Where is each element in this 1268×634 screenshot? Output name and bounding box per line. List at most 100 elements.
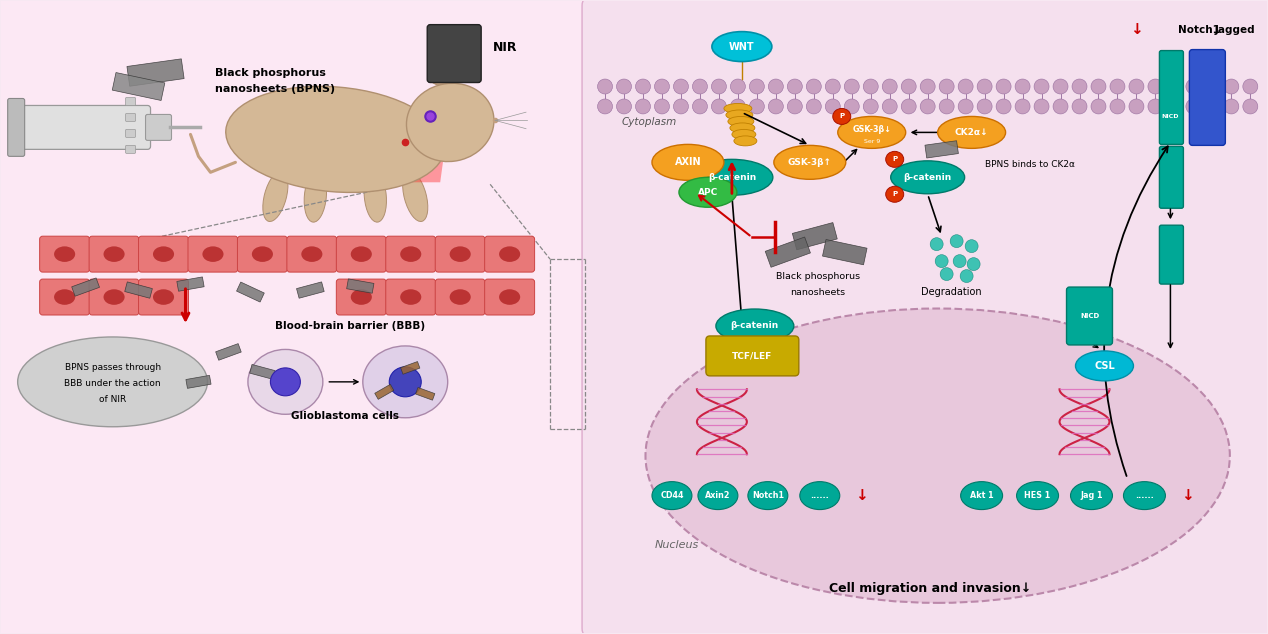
FancyBboxPatch shape	[1159, 51, 1183, 145]
Circle shape	[597, 79, 612, 94]
Ellipse shape	[429, 63, 456, 86]
FancyBboxPatch shape	[385, 236, 436, 272]
FancyBboxPatch shape	[336, 279, 387, 315]
Circle shape	[883, 79, 898, 94]
Text: WNT: WNT	[729, 42, 754, 51]
FancyBboxPatch shape	[126, 129, 136, 138]
Circle shape	[1129, 79, 1144, 94]
Text: GSK-3β↓: GSK-3β↓	[852, 125, 891, 134]
Polygon shape	[924, 141, 959, 158]
Circle shape	[1090, 79, 1106, 94]
Ellipse shape	[203, 247, 223, 262]
FancyBboxPatch shape	[23, 108, 96, 146]
Circle shape	[940, 99, 954, 114]
Circle shape	[940, 79, 954, 94]
FancyBboxPatch shape	[435, 279, 486, 315]
Circle shape	[950, 235, 964, 248]
Circle shape	[787, 99, 803, 114]
Text: BPNS passes through: BPNS passes through	[65, 363, 161, 372]
Circle shape	[616, 79, 631, 94]
Ellipse shape	[18, 337, 208, 427]
Polygon shape	[250, 365, 275, 379]
Circle shape	[844, 79, 860, 94]
Text: BPNS binds to CK2α: BPNS binds to CK2α	[985, 160, 1074, 169]
Circle shape	[673, 79, 689, 94]
Circle shape	[1186, 79, 1201, 94]
Text: CD44: CD44	[661, 491, 683, 500]
Polygon shape	[823, 240, 867, 265]
FancyBboxPatch shape	[1159, 225, 1183, 284]
Circle shape	[844, 99, 860, 114]
Circle shape	[1129, 99, 1144, 114]
Circle shape	[768, 99, 784, 114]
FancyBboxPatch shape	[126, 113, 136, 122]
Text: Akt 1: Akt 1	[970, 491, 993, 500]
Circle shape	[1090, 99, 1106, 114]
Circle shape	[959, 99, 973, 114]
Circle shape	[730, 79, 746, 94]
Ellipse shape	[838, 117, 905, 148]
FancyBboxPatch shape	[89, 279, 139, 315]
Text: APC: APC	[697, 188, 718, 197]
Text: P: P	[893, 191, 898, 197]
Text: ↓: ↓	[1181, 488, 1193, 503]
Text: TCF/LEF: TCF/LEF	[732, 351, 772, 360]
Ellipse shape	[304, 171, 327, 222]
Text: P: P	[893, 157, 898, 162]
Text: NICD: NICD	[1161, 114, 1179, 119]
Polygon shape	[237, 282, 264, 302]
FancyBboxPatch shape	[20, 105, 151, 150]
Ellipse shape	[226, 86, 445, 193]
Ellipse shape	[270, 368, 301, 396]
FancyBboxPatch shape	[484, 236, 535, 272]
Polygon shape	[346, 279, 374, 294]
Circle shape	[1224, 79, 1239, 94]
FancyBboxPatch shape	[146, 115, 171, 140]
FancyBboxPatch shape	[0, 0, 605, 634]
Ellipse shape	[262, 171, 288, 221]
Circle shape	[1224, 99, 1239, 114]
Ellipse shape	[645, 309, 1230, 603]
Ellipse shape	[389, 367, 421, 397]
Ellipse shape	[55, 247, 75, 262]
Circle shape	[1110, 99, 1125, 114]
Circle shape	[635, 79, 650, 94]
FancyBboxPatch shape	[138, 279, 189, 315]
Text: NICD: NICD	[1080, 313, 1099, 319]
Ellipse shape	[500, 289, 520, 305]
Circle shape	[806, 99, 822, 114]
Text: Cell migration and invasion↓: Cell migration and invasion↓	[828, 582, 1031, 595]
Ellipse shape	[500, 247, 520, 262]
Ellipse shape	[55, 289, 75, 305]
Circle shape	[616, 99, 631, 114]
Circle shape	[806, 79, 822, 94]
Ellipse shape	[748, 482, 787, 510]
Ellipse shape	[652, 482, 692, 510]
Circle shape	[635, 99, 650, 114]
Ellipse shape	[252, 247, 273, 262]
Circle shape	[654, 99, 670, 114]
Text: β-catenin: β-catenin	[730, 321, 779, 330]
Circle shape	[1035, 99, 1049, 114]
Ellipse shape	[937, 117, 1006, 148]
Text: nanosheets: nanosheets	[790, 288, 846, 297]
Ellipse shape	[1070, 482, 1112, 510]
Ellipse shape	[691, 159, 773, 195]
Circle shape	[978, 79, 992, 94]
FancyBboxPatch shape	[89, 236, 139, 272]
Circle shape	[965, 240, 978, 252]
Ellipse shape	[401, 289, 421, 305]
Circle shape	[825, 99, 841, 114]
Text: Cytoplasm: Cytoplasm	[623, 117, 677, 127]
Circle shape	[931, 238, 943, 250]
Text: β-catenin: β-catenin	[904, 173, 952, 182]
Text: HES 1: HES 1	[1025, 491, 1051, 500]
Circle shape	[1016, 99, 1030, 114]
Circle shape	[1071, 79, 1087, 94]
Circle shape	[954, 255, 966, 268]
Ellipse shape	[153, 289, 174, 305]
FancyBboxPatch shape	[138, 236, 189, 272]
Ellipse shape	[716, 309, 794, 343]
Circle shape	[1016, 79, 1030, 94]
Text: Notch1: Notch1	[1178, 25, 1220, 35]
